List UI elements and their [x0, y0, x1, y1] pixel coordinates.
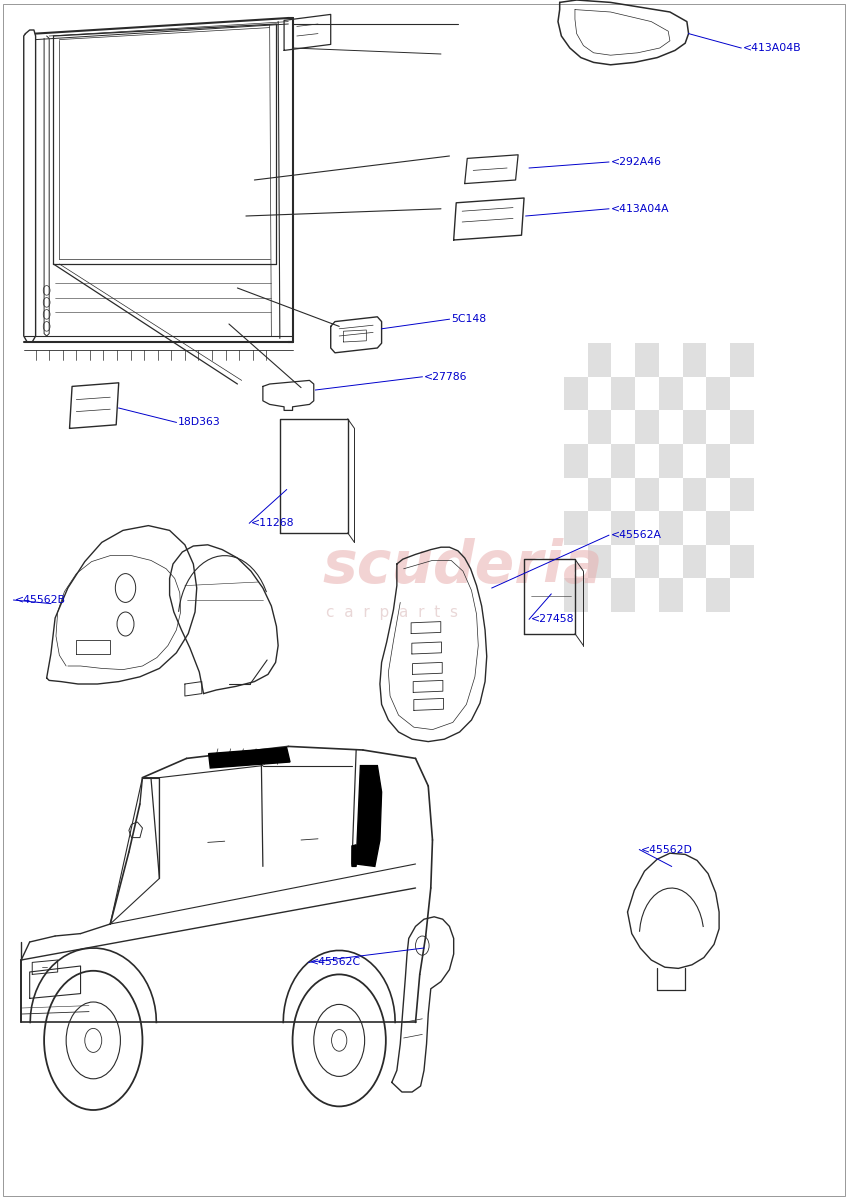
Bar: [588, 478, 611, 511]
Bar: [611, 511, 635, 545]
Bar: [706, 444, 730, 478]
Bar: [611, 578, 635, 612]
Text: <45562B: <45562B: [15, 595, 66, 605]
Bar: [635, 545, 659, 578]
Bar: [659, 377, 683, 410]
Bar: [683, 343, 706, 377]
Text: scuderia: scuderia: [322, 538, 603, 595]
Bar: [659, 578, 683, 612]
Bar: [683, 478, 706, 511]
Bar: [659, 511, 683, 545]
Bar: [564, 377, 588, 410]
Bar: [635, 410, 659, 444]
Bar: [564, 578, 588, 612]
Bar: [635, 478, 659, 511]
Bar: [611, 377, 635, 410]
Text: <292A46: <292A46: [611, 157, 661, 167]
Bar: [706, 578, 730, 612]
Bar: [659, 444, 683, 478]
Polygon shape: [356, 766, 382, 866]
Bar: [730, 343, 754, 377]
Text: <45562D: <45562D: [641, 845, 693, 854]
Bar: [588, 545, 611, 578]
Text: <27786: <27786: [424, 372, 467, 382]
Bar: [683, 410, 706, 444]
Bar: [706, 511, 730, 545]
Bar: [706, 377, 730, 410]
Text: <45562C: <45562C: [310, 958, 361, 967]
Text: <27458: <27458: [531, 614, 574, 624]
Bar: [564, 511, 588, 545]
Bar: [730, 410, 754, 444]
Text: <413A04B: <413A04B: [743, 43, 801, 53]
Bar: [588, 343, 611, 377]
Text: c  a  r  p  a  r  t  s: c a r p a r t s: [326, 605, 459, 619]
Text: <413A04A: <413A04A: [611, 204, 669, 214]
Bar: [683, 545, 706, 578]
Bar: [588, 410, 611, 444]
Bar: [730, 545, 754, 578]
Polygon shape: [352, 845, 356, 866]
Text: <11268: <11268: [251, 518, 294, 528]
Bar: [730, 478, 754, 511]
Bar: [564, 444, 588, 478]
Text: <45562A: <45562A: [611, 530, 661, 540]
Text: 18D363: 18D363: [178, 418, 220, 427]
Polygon shape: [209, 748, 290, 768]
Bar: [635, 343, 659, 377]
Text: 5C148: 5C148: [451, 314, 486, 324]
Bar: [611, 444, 635, 478]
